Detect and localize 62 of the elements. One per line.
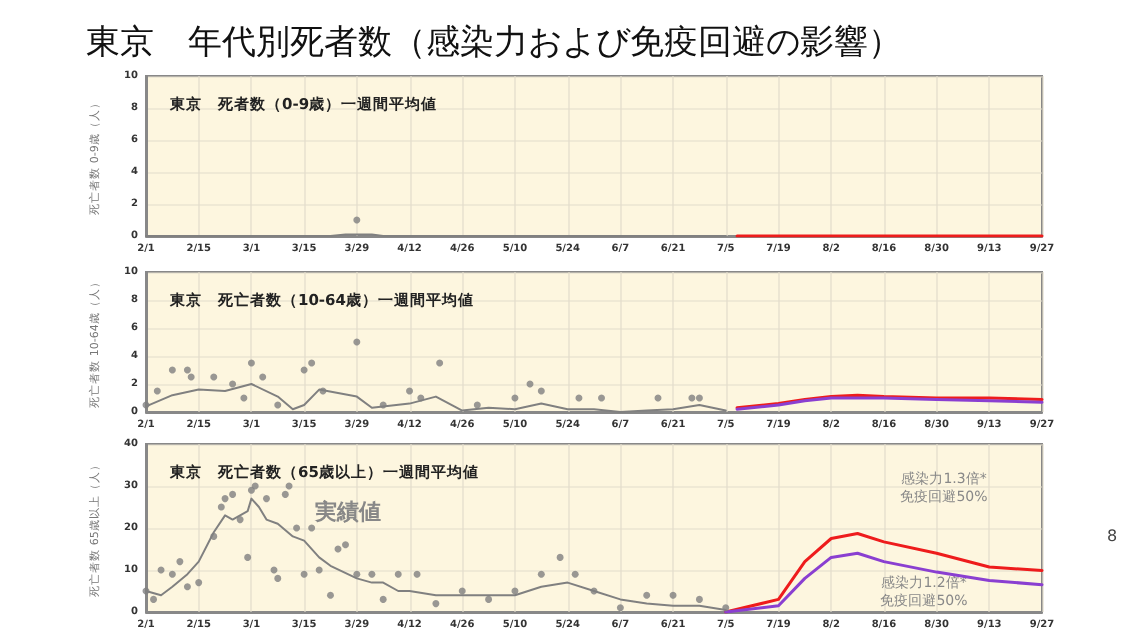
point xyxy=(251,482,259,490)
point xyxy=(187,373,195,381)
point xyxy=(342,541,350,549)
point xyxy=(556,553,564,561)
point xyxy=(406,387,414,395)
point xyxy=(315,566,323,574)
point xyxy=(537,570,545,578)
point xyxy=(210,373,218,381)
point xyxy=(353,338,361,346)
point xyxy=(168,570,176,578)
point xyxy=(221,495,229,503)
point xyxy=(293,524,301,532)
point xyxy=(643,591,651,599)
point xyxy=(274,401,282,409)
point xyxy=(168,366,176,374)
point xyxy=(695,595,703,603)
point xyxy=(485,595,493,603)
point xyxy=(262,495,270,503)
point xyxy=(183,366,191,374)
point xyxy=(229,490,237,498)
point xyxy=(722,604,730,612)
point xyxy=(300,570,308,578)
point xyxy=(379,595,387,603)
point xyxy=(458,587,466,595)
line-series xyxy=(724,551,1044,614)
point xyxy=(413,570,421,578)
point xyxy=(432,600,440,608)
point xyxy=(244,553,252,561)
point xyxy=(537,387,545,395)
point xyxy=(176,558,184,566)
point xyxy=(259,373,267,381)
point xyxy=(236,516,244,524)
point xyxy=(308,359,316,367)
annotation: 実績値 xyxy=(313,499,381,525)
point xyxy=(150,595,158,603)
point xyxy=(368,570,376,578)
point xyxy=(274,574,282,582)
point xyxy=(616,604,624,612)
point xyxy=(247,359,255,367)
point xyxy=(326,591,334,599)
point xyxy=(417,394,425,402)
point xyxy=(210,532,218,540)
point xyxy=(281,490,289,498)
point xyxy=(183,583,191,591)
point xyxy=(473,401,481,409)
line-series xyxy=(724,531,1044,614)
chart-title: 東京 年代別死者数（感染力および免疫回避の影響） xyxy=(86,23,902,63)
point xyxy=(247,486,255,494)
point xyxy=(195,579,203,587)
point xyxy=(669,591,677,599)
point xyxy=(217,503,225,511)
point xyxy=(436,359,444,367)
point xyxy=(394,570,402,578)
point xyxy=(598,394,606,402)
point xyxy=(153,387,161,395)
point xyxy=(695,394,703,402)
point xyxy=(353,570,361,578)
point xyxy=(308,524,316,532)
point xyxy=(571,570,579,578)
text: 8 xyxy=(1106,527,1118,545)
point xyxy=(379,401,387,409)
point xyxy=(229,380,237,388)
